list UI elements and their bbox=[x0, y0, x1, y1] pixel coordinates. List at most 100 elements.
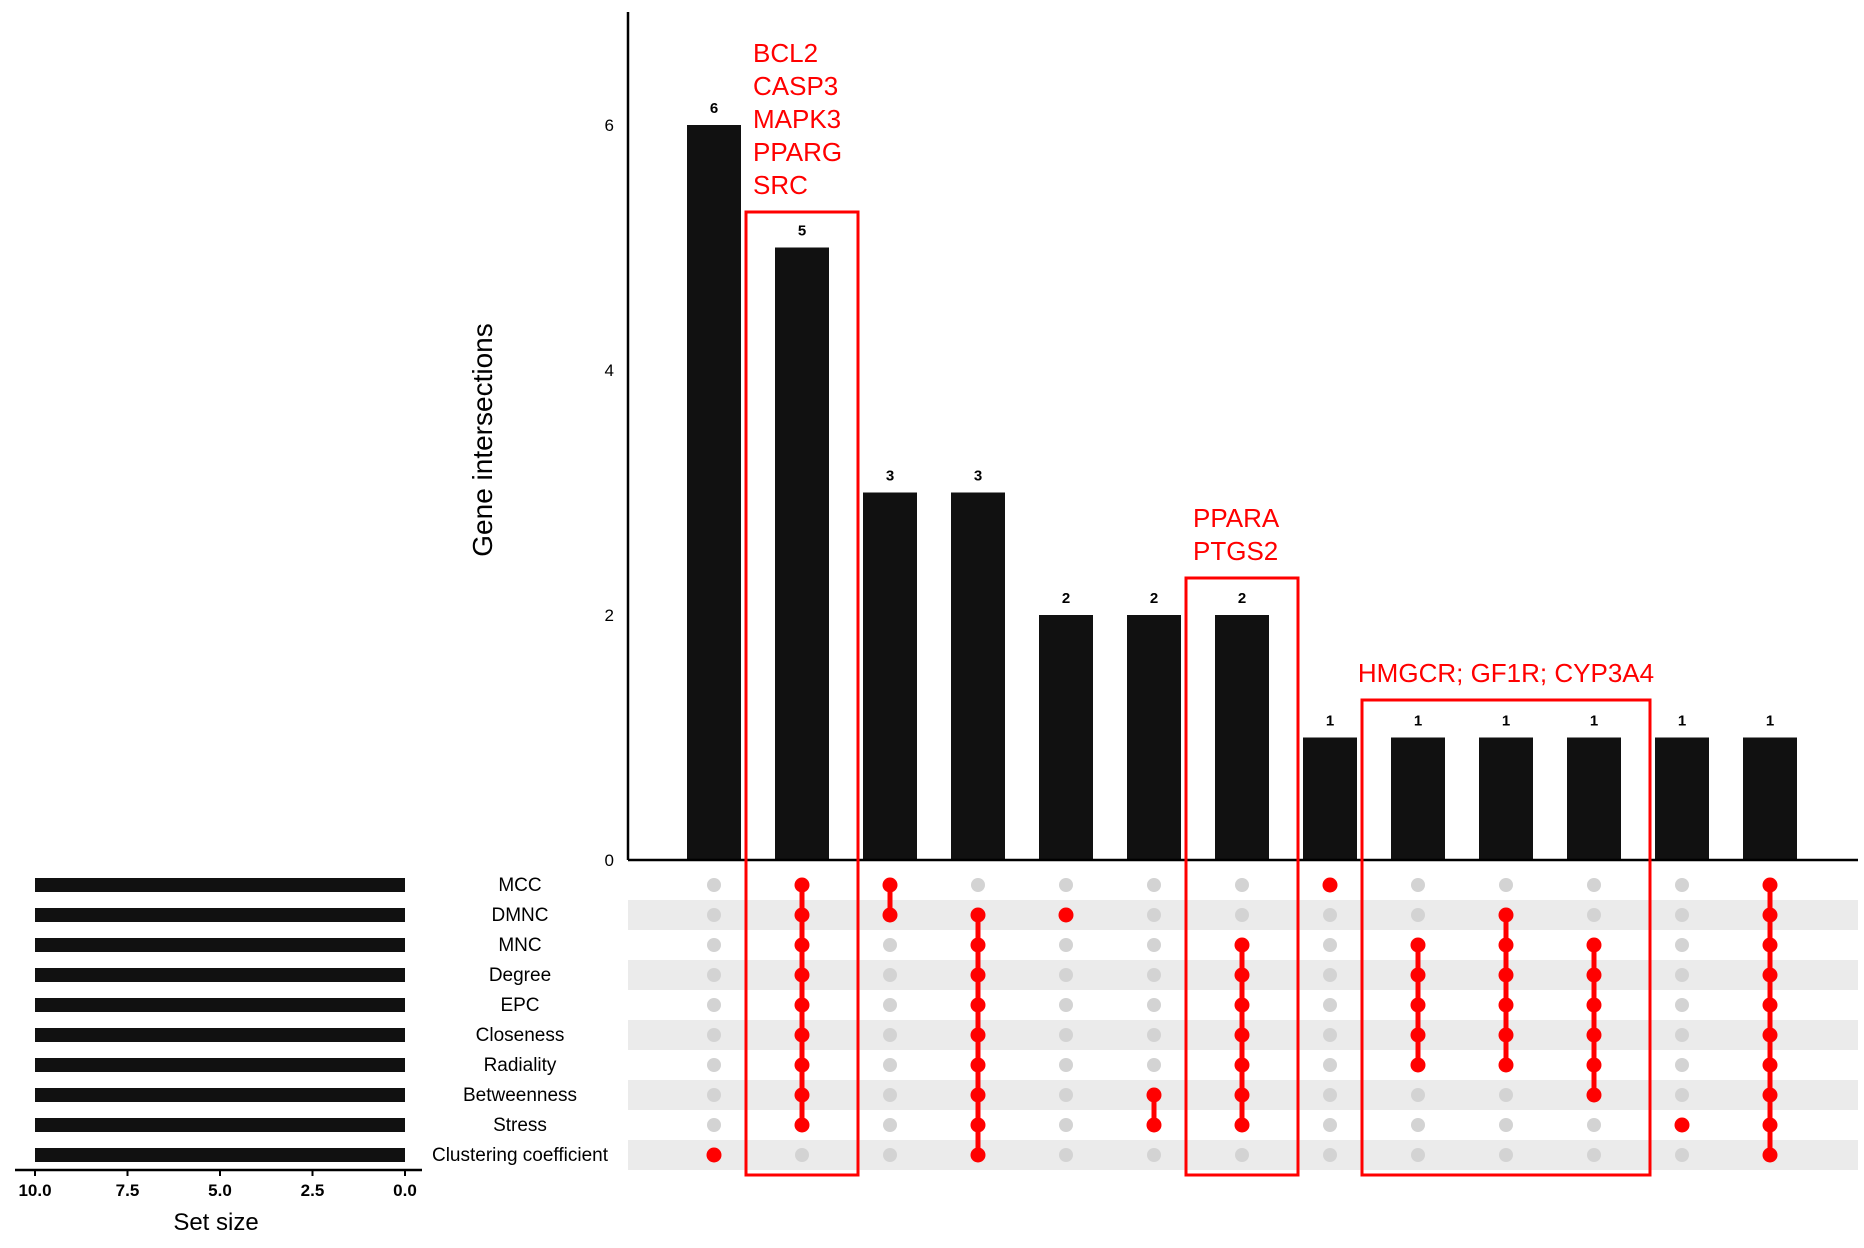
matrix-dot-inactive bbox=[1059, 998, 1073, 1012]
matrix-dot-active bbox=[1762, 967, 1778, 983]
matrix-dot-active bbox=[1762, 1147, 1778, 1163]
matrix-dot-active bbox=[1234, 967, 1250, 983]
matrix-dot-inactive bbox=[1499, 1118, 1513, 1132]
matrix-dot-inactive bbox=[1675, 1148, 1689, 1162]
matrix-dot-active bbox=[1234, 997, 1250, 1013]
matrix-dot-active bbox=[970, 997, 986, 1013]
y-tick-label: 6 bbox=[605, 116, 614, 135]
matrix-dot-inactive bbox=[1147, 968, 1161, 982]
bar-value-label: 2 bbox=[1150, 590, 1158, 607]
matrix-dot-inactive bbox=[1411, 908, 1425, 922]
matrix-dot-inactive bbox=[1499, 878, 1513, 892]
intersection-bar bbox=[1039, 615, 1093, 860]
matrix-dot-inactive bbox=[1323, 908, 1337, 922]
intersection-bar bbox=[1215, 615, 1269, 860]
intersection-bar bbox=[1743, 737, 1797, 860]
set-label: Radiality bbox=[484, 1055, 557, 1076]
bar-value-label: 1 bbox=[1678, 713, 1686, 730]
matrix-dot-inactive bbox=[883, 1028, 897, 1042]
matrix-dot-inactive bbox=[1323, 1148, 1337, 1162]
matrix-dot-active bbox=[794, 967, 810, 983]
matrix-dot-inactive bbox=[1059, 878, 1073, 892]
matrix-dot-inactive bbox=[883, 1148, 897, 1162]
set-labels: MCC DMNC MNC Degree EPC Closeness Radiality Bet… bbox=[432, 875, 609, 1166]
matrix-dot-inactive bbox=[1411, 1118, 1425, 1132]
intersection-bar bbox=[775, 247, 829, 860]
matrix-dot-inactive bbox=[707, 998, 721, 1012]
intersection-bar bbox=[1567, 737, 1621, 860]
matrix-dot-active bbox=[1762, 1057, 1778, 1073]
matrix-dot-active bbox=[1498, 907, 1514, 923]
matrix-dot-active bbox=[1234, 1087, 1250, 1103]
bar-value-label: 1 bbox=[1502, 713, 1510, 730]
matrix-dot-active bbox=[1586, 967, 1602, 983]
matrix-dot-active bbox=[1762, 937, 1778, 953]
matrix-dot-active bbox=[1146, 1087, 1162, 1103]
set-size-tick-label: 10.0 bbox=[18, 1181, 51, 1200]
matrix-dot-active bbox=[970, 937, 986, 953]
matrix-dot-active bbox=[794, 1027, 810, 1043]
matrix-dot-inactive bbox=[1675, 908, 1689, 922]
matrix-dot-active bbox=[1146, 1117, 1162, 1133]
matrix-dot-inactive bbox=[707, 1118, 721, 1132]
matrix-dot-active bbox=[1586, 997, 1602, 1013]
matrix-dot-inactive bbox=[1675, 968, 1689, 982]
matrix-dot-active bbox=[1234, 1027, 1250, 1043]
matrix-dot-active bbox=[970, 1057, 986, 1073]
matrix-dot-inactive bbox=[1059, 1088, 1073, 1102]
set-size-bar bbox=[35, 878, 405, 892]
matrix-dot-active bbox=[1410, 967, 1426, 983]
set-size-bar bbox=[35, 908, 405, 922]
set-size-tick-label: 7.5 bbox=[116, 1181, 140, 1200]
matrix-dot-inactive bbox=[883, 998, 897, 1012]
matrix-dot-inactive bbox=[1675, 1088, 1689, 1102]
matrix-dot-inactive bbox=[707, 908, 721, 922]
set-label: EPC bbox=[500, 995, 539, 1016]
matrix-dot-active bbox=[1058, 907, 1074, 923]
matrix-dot-active bbox=[1762, 907, 1778, 923]
matrix-dot-active bbox=[706, 1147, 722, 1163]
matrix-dot-active bbox=[970, 967, 986, 983]
matrix-dot-active bbox=[794, 997, 810, 1013]
matrix-dot-active bbox=[794, 1087, 810, 1103]
matrix-dot-inactive bbox=[1235, 878, 1249, 892]
matrix-dot-active bbox=[1234, 1117, 1250, 1133]
set-size-bars bbox=[35, 878, 405, 1162]
matrix-dot-inactive bbox=[1587, 1148, 1601, 1162]
matrix-dot-inactive bbox=[707, 968, 721, 982]
highlight-annotation-text: MAPK3 bbox=[753, 104, 841, 134]
matrix-dot-inactive bbox=[883, 1088, 897, 1102]
set-size-tick-labels: 10.0 7.5 5.0 2.5 0.0 bbox=[18, 1170, 417, 1200]
intersection-bar bbox=[863, 492, 917, 860]
set-size-tick-label: 0.0 bbox=[393, 1181, 417, 1200]
highlight-box bbox=[1184, 576, 1300, 1177]
bar-value-label: 1 bbox=[1414, 713, 1422, 730]
matrix-dot-inactive bbox=[1675, 878, 1689, 892]
matrix-dot-active bbox=[882, 877, 898, 893]
matrix-dot-inactive bbox=[1235, 908, 1249, 922]
matrix-dot-inactive bbox=[1323, 1058, 1337, 1072]
matrix-dot-active bbox=[794, 937, 810, 953]
highlight-annotation-text: CASP3 bbox=[753, 71, 838, 101]
matrix-dot-inactive bbox=[1323, 998, 1337, 1012]
set-label: Clustering coefficient bbox=[432, 1145, 609, 1166]
matrix-dot-inactive bbox=[1411, 878, 1425, 892]
matrix-dot-inactive bbox=[1675, 998, 1689, 1012]
set-size-bar bbox=[35, 938, 405, 952]
intersection-bar bbox=[687, 125, 741, 860]
matrix-dot-active bbox=[1322, 877, 1338, 893]
bar-value-label: 1 bbox=[1590, 713, 1598, 730]
matrix-dot-active bbox=[970, 1117, 986, 1133]
matrix-dot-active bbox=[1498, 1057, 1514, 1073]
matrix-dot-active bbox=[794, 1057, 810, 1073]
bar-value-label: 3 bbox=[886, 468, 894, 485]
bar-value-label: 5 bbox=[798, 223, 806, 240]
matrix-dot-inactive bbox=[1323, 968, 1337, 982]
matrix-dot-inactive bbox=[707, 1088, 721, 1102]
matrix-dot-inactive bbox=[883, 968, 897, 982]
matrix-dot-inactive bbox=[1323, 1118, 1337, 1132]
matrix-dot-inactive bbox=[883, 938, 897, 952]
matrix-dot-inactive bbox=[1147, 938, 1161, 952]
matrix-dot-inactive bbox=[707, 1028, 721, 1042]
